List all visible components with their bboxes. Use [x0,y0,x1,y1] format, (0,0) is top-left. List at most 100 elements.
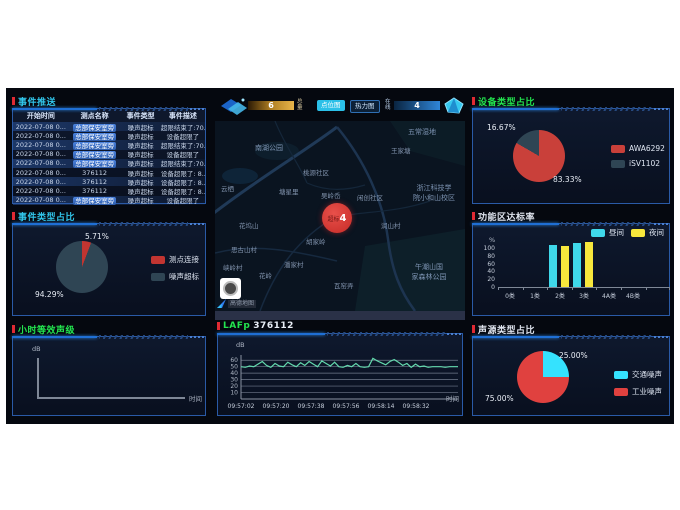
event-type-pie [56,241,108,293]
exceedance-cluster-marker[interactable]: 超标 4 [322,203,352,233]
bar-夜间 [585,241,593,287]
x-tick-label: 3类 [579,293,589,300]
table-cell: 噪声超标 [127,169,154,178]
pie-label: 94.29% [35,290,64,299]
table-cell: 总部保安室旁 [73,141,117,150]
x-axis-tick [621,287,622,290]
y-tick-label: 20 [230,383,238,390]
table-cell: 噪声超标 [127,132,154,141]
legend-item[interactable]: iSV1102 [611,159,665,168]
table-cell: 2022-07-08 0... [15,177,66,186]
pie-label: 25.00% [559,351,588,360]
y-tick-label: 30 [230,377,238,384]
source-pie [517,351,569,403]
point-map-button[interactable]: 点位图 [317,100,345,111]
y-axis [37,358,39,398]
y-axis-label: dB [236,341,245,349]
table-row[interactable]: 2022-07-08 0... 总部保安室旁 噪声超标 设备超限了 [13,195,205,206]
x-axis-tick [572,287,573,290]
map-label: 塘星里 [279,188,299,196]
lafp-chart: dB 10 20 30 40 50 60 09:57:02 09:57:20 09:57:38 0… [217,333,463,416]
legend-label: AWA6292 [629,144,665,153]
pie-label: 75.00% [485,394,514,403]
y-tick-label: 60 [487,260,495,268]
table-row[interactable]: 2022-07-08 0... 总部保安室旁 噪声超标超限结束了:70... [13,122,205,132]
panel-title: 声源类型占比 [478,325,536,336]
map-label: 吴岭岙 [321,192,341,200]
col-point-name: 测点名称 [80,111,109,120]
x-axis [37,397,185,399]
legend-item[interactable]: 昼间 [591,227,624,238]
title-underline [12,106,206,111]
panel-title: 事件推送 [18,97,57,108]
table-cell: 总部保安室旁 [73,160,117,169]
table-row[interactable]: 2022-07-08 0... 总部保安室旁 噪声超标超限结束了:70... [13,158,205,169]
total-label: 总量 [297,99,303,111]
y-tick-label: 0 [491,284,495,291]
y-tick-label: 40 [487,268,495,276]
table-row[interactable]: 2022-07-08 0... 376112 噪声超标 设备超限了: 8... [13,177,205,187]
panel-hourly-level: 小时等效声级 dB 时间 [10,323,208,417]
event-table: 开始时间 测点名称 事件类型 事件描述 2022-07-08 0... 总部保安室… [12,108,206,206]
marker-value: 4 [339,212,347,224]
streetview-button[interactable] [220,278,241,299]
x-axis-tick [523,287,524,290]
map-label: 潘家村 [284,261,304,269]
y-axis-label: dB [32,345,41,353]
title-underline [217,331,463,336]
title-accent [217,322,220,330]
panel-area-rate: 功能区达标率 昼间 夜间 % 100 80 60 40 20 0 0类 1类 2类 3类 4A类 4B… [470,210,672,317]
title-underline [472,106,670,111]
table-cell: 总部保安室旁 [73,123,117,132]
legend-item[interactable]: 夜间 [631,227,664,238]
title-underline [472,334,670,339]
table-cell: 2022-07-08 0... [15,140,66,149]
legend-item[interactable]: 测点连接 [151,254,199,265]
legend-item[interactable]: 工业噪声 [614,386,662,397]
table-row[interactable]: 2022-07-08 0... 总部保安室旁 噪声超标 设备超限了 [13,150,205,160]
panel-title: 设备类型占比 [478,97,536,108]
pie-label: 16.67% [487,123,516,132]
x-tick-label: 09:57:56 [333,403,360,410]
table-row[interactable]: 2022-07-08 0... 总部保安室旁 噪声超标超限结束了:70... [13,140,205,150]
y-axis-label: % [489,236,496,244]
table-row[interactable]: 2022-07-08 0... 376112 噪声超标 设备超限了: 8... [13,186,205,196]
x-axis-tick [596,287,597,290]
table-cell: 2022-07-08 0... [15,122,66,131]
online-label: 在线 [385,99,391,111]
legend-swatch [614,387,628,396]
x-tick-label: 1类 [530,293,540,300]
table-cell: 376112 [82,168,107,177]
legend-swatch [591,228,605,237]
table-cell: 设备超限了 [166,132,200,141]
title-accent [472,325,475,333]
legend-item[interactable]: 噪声超标 [151,271,199,282]
table-rows: 2022-07-08 0...总部保安室旁噪声超标超限结束了:70...2022… [13,122,205,206]
map-label: 云栖 [221,185,234,193]
map-labels-layer: 五常湿地 南湖公园 王家塘 桃源社区 云栖 塘星里 吴岭岙 闲创社区 浙江科技学 院小和山校区花… [215,121,465,311]
map-logo-icon [217,299,226,308]
table-row[interactable]: 2022-07-08 0... 总部保安室旁 噪声超标 设备超限了 [13,131,205,141]
map-label: 胡家岭 [306,238,326,246]
map-label: 桃源社区 [303,169,329,177]
panel-source-ratio: 声源类型占比 25.00% 75.00% 交通噪声 工业噪声 [470,323,672,417]
col-start-time: 开始时间 [26,111,55,120]
panel-title: 功能区达标率 [478,212,536,223]
map-canvas[interactable]: 五常湿地 南湖公园 王家塘 桃源社区 云栖 塘星里 吴岭岙 闲创社区 浙江科技学 院小和山校区花… [215,121,465,311]
legend-item[interactable]: 交通噪声 [614,369,662,380]
panel-lafp: LAFp 376112 dB 10 20 30 40 50 60 09:57:02 09:57… [215,320,465,417]
heat-map-button[interactable]: 热力图 [350,100,380,113]
device-pie [513,130,565,182]
x-tick-label: 0类 [505,293,515,300]
x-tick-label: 09:57:02 [228,403,255,410]
table-row[interactable]: 2022-07-08 0... 376112 噪声超标 设备超限了: 8... [13,168,205,178]
table-cell: 超限结束了:70... [160,123,205,132]
total-count: 6 [248,101,294,110]
x-tick-label: 09:58:32 [403,403,430,410]
lafp-line-series [240,357,458,369]
title-accent [472,212,475,220]
legend-item[interactable]: AWA6292 [611,144,665,153]
bar-昼间 [549,245,557,287]
